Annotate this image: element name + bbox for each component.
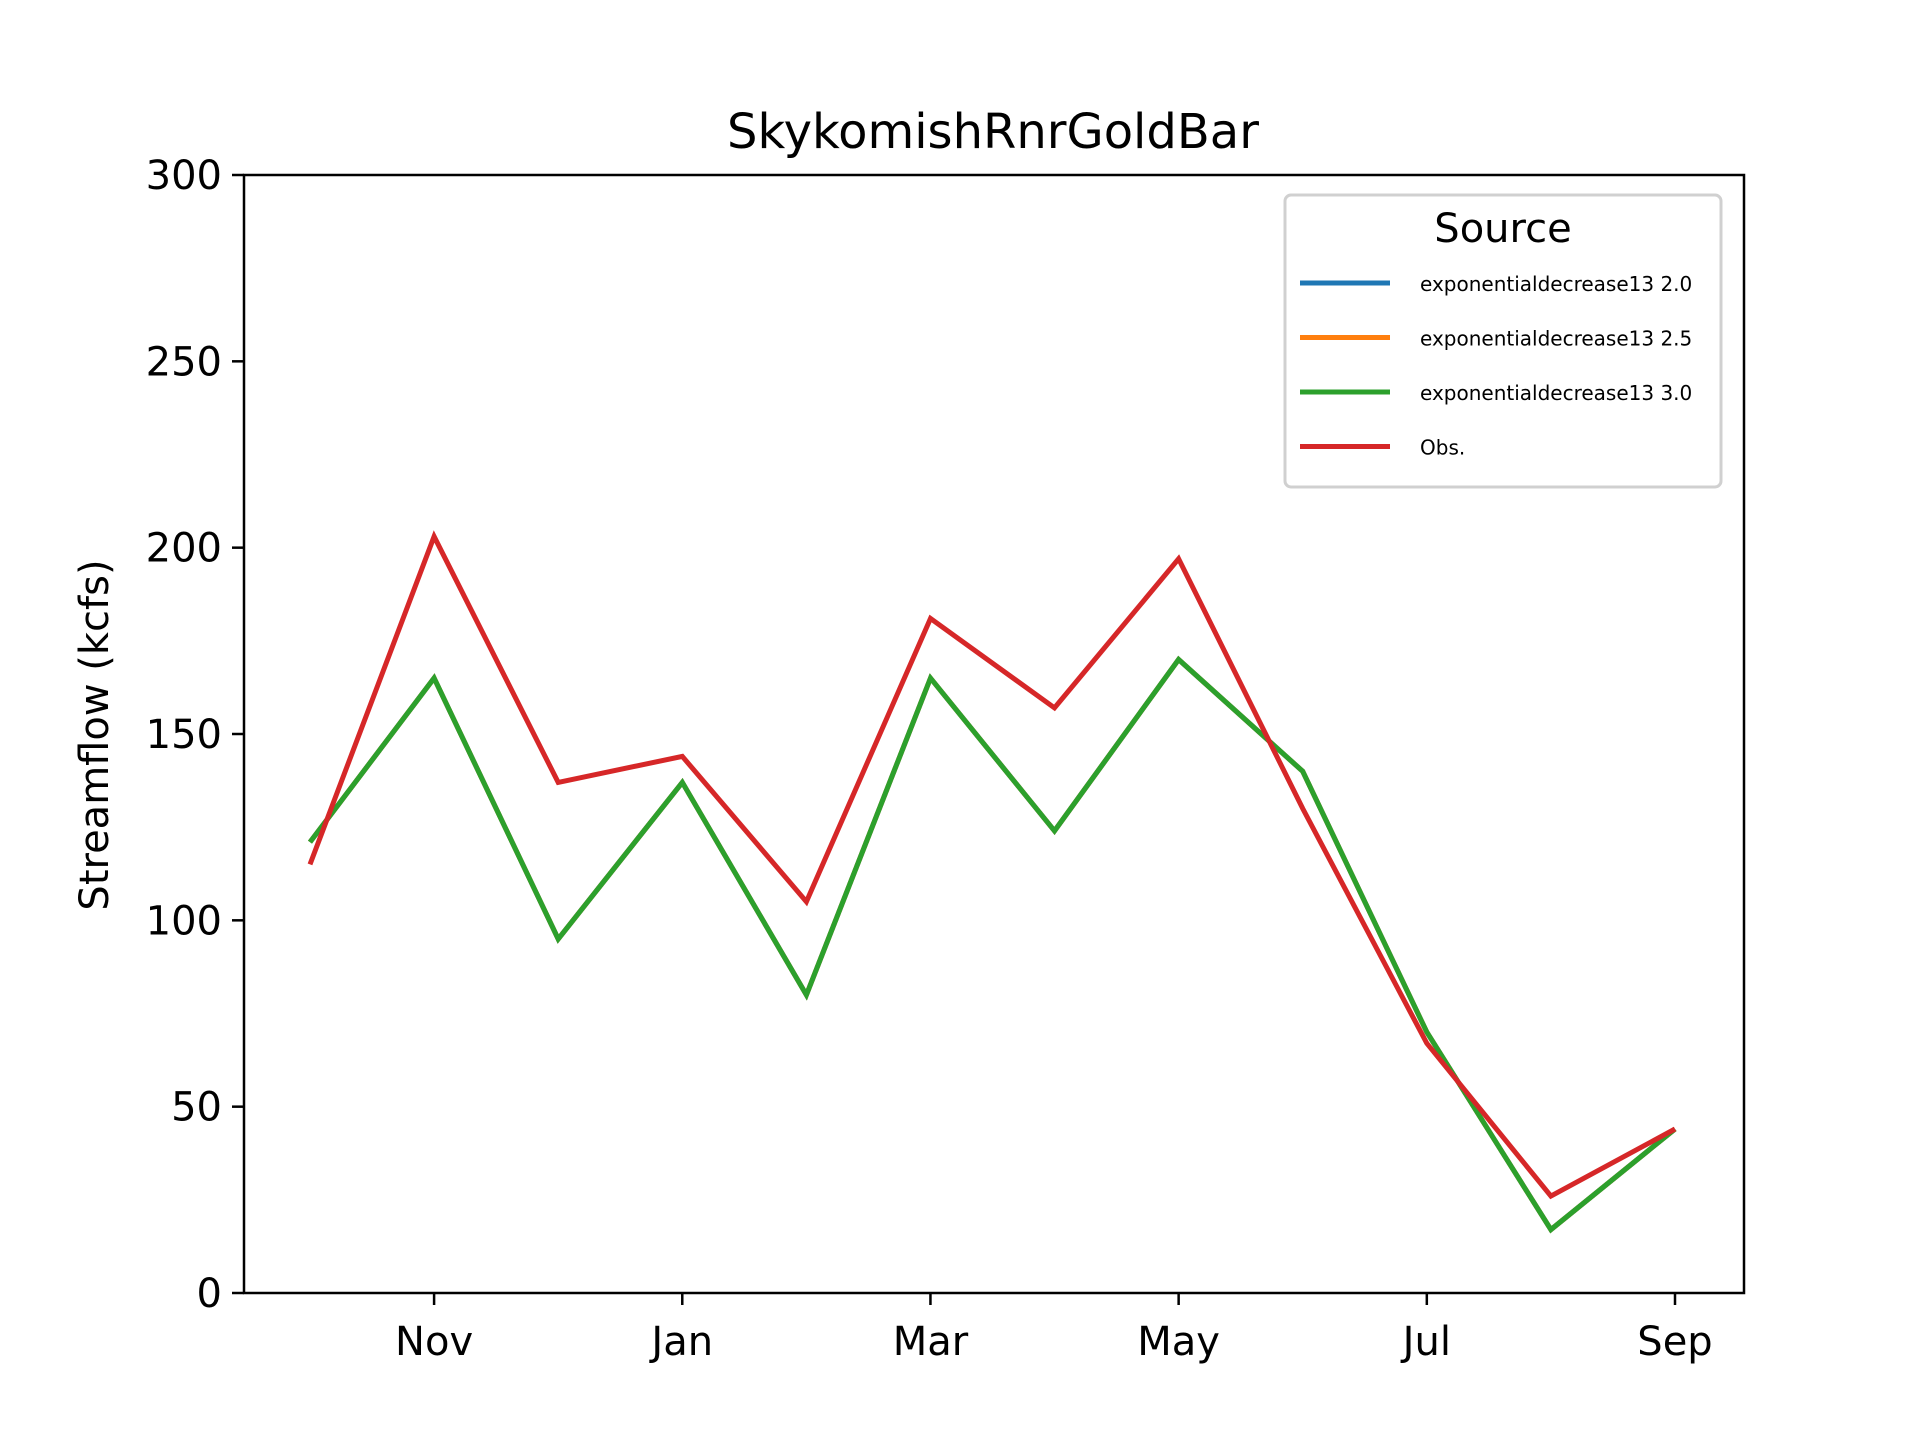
- y-tick-label-0: 0: [197, 1271, 222, 1317]
- y-tick-label-4: 200: [146, 526, 222, 572]
- series-line-1: [308, 655, 1677, 1234]
- series-line-3: [307, 530, 1677, 1200]
- legend-label-3: Obs.: [1420, 436, 1465, 460]
- x-tick-label-5: Sep: [1637, 1319, 1712, 1365]
- series-line-0: [308, 655, 1677, 1234]
- legend-label-2: exponentialdecrease13 3.0: [1420, 381, 1692, 405]
- series-line-2: [308, 655, 1677, 1234]
- x-tick-label-3: May: [1137, 1319, 1220, 1365]
- legend-title: Source: [1434, 206, 1571, 252]
- legend: Source exponentialdecrease13 2.0 exponenti…: [1283, 193, 1723, 489]
- legend-box: [1283, 193, 1723, 489]
- y-tick-label-2: 100: [146, 898, 222, 944]
- legend-label-1: exponentialdecrease13 2.5: [1420, 327, 1692, 351]
- x-tick-label-1: Jan: [648, 1319, 713, 1365]
- y-tick-label-1: 50: [171, 1085, 222, 1131]
- x-tick-label-0: Nov: [395, 1319, 473, 1365]
- chart-title: SkykomishRnrGoldBar: [727, 104, 1259, 160]
- axes: 0 50 100 150 200 250 300 Nov Jan Mar May Jul Sep: [146, 153, 1713, 1365]
- y-tick-label-3: 150: [146, 712, 222, 758]
- x-tick-label-4: Jul: [1400, 1319, 1451, 1365]
- y-tick-label-6: 300: [146, 153, 222, 199]
- plot-area: [307, 530, 1677, 1234]
- x-tick-label-2: Mar: [893, 1319, 969, 1365]
- y-tick-label-5: 250: [146, 339, 222, 385]
- y-axis-label: Streamflow (kcfs): [72, 559, 118, 910]
- legend-label-0: exponentialdecrease13 2.0: [1420, 272, 1692, 296]
